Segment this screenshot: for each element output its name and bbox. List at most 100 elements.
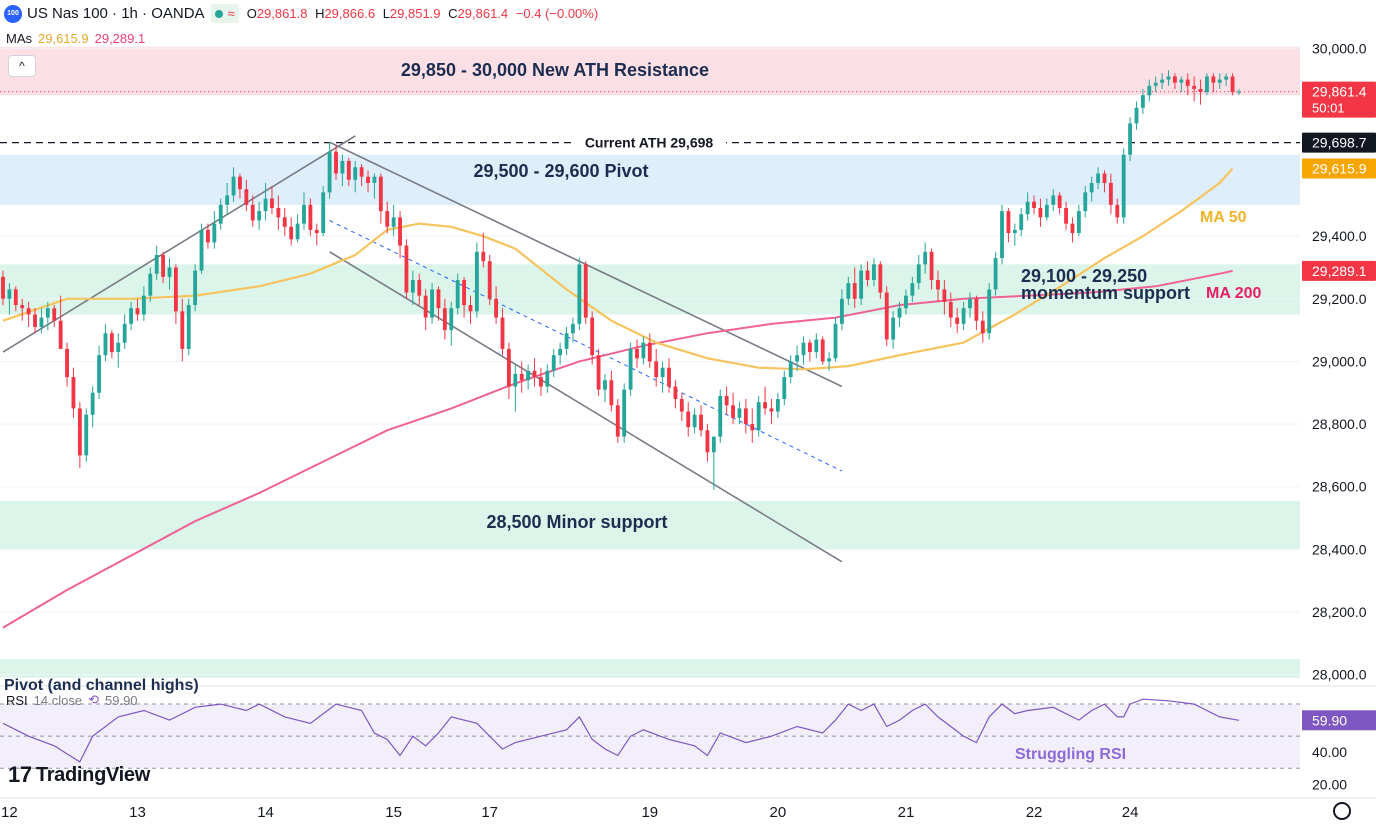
candle-body [148,273,153,296]
rsi-legend[interactable]: RSI 14 close ⟲ 59.90 [6,692,138,708]
rsi-tick-label: 40.00 [1312,744,1347,760]
price-label-3: 29,289.1 [1312,263,1367,279]
candle-body [539,377,543,387]
candle-body [1108,182,1113,205]
candle-body [718,395,723,437]
candle-body [417,280,422,296]
candle-body [872,264,876,281]
candle-body [129,308,133,324]
candle-body [961,308,966,324]
candle-body [846,283,851,299]
candle-body [801,342,806,356]
candle-body [462,280,467,306]
rsi-tick-label: 20.00 [1312,776,1347,792]
candle-body [948,301,953,318]
candle-body [859,270,864,299]
candle-body [334,151,338,174]
gear-icon[interactable] [1333,802,1351,820]
x-tick-label: 21 [898,804,915,821]
candle-body [430,289,434,318]
trendline-0 [2,135,356,353]
candle-body [756,402,761,431]
candle-body [103,333,108,356]
candle-body [359,167,364,177]
candle-body [161,254,166,277]
candle-body [366,176,370,183]
candle-body [1038,207,1043,218]
candle-body [1089,182,1094,193]
ma200-label: MA 200 [1206,285,1262,302]
close-value: 29,861.4 [457,6,509,21]
candle-body [820,339,825,362]
candle-body [692,414,697,428]
ma-legend[interactable]: MAs 29,615.9 29,289.1 [6,31,145,46]
candle-body [750,424,755,431]
candle-body [603,380,607,390]
symbol-header: 100 US Nas 100 · 1h · OANDA ≈ O29,861.8 … [4,4,602,23]
candle-body [1044,204,1049,218]
zone-label-pivot-channel: Pivot (and channel highs) [4,677,199,694]
candle-body [993,258,998,290]
open-value: 29,861.8 [256,6,308,21]
candle-body [1,276,5,299]
candle-body [45,308,50,318]
candle-body [583,264,588,318]
candle-body [724,395,729,406]
candle-body [225,195,230,205]
zone-label-1: 29,500 - 29,600 Pivot [473,161,648,181]
candle-body [942,289,947,302]
axes: 30,000.0 29,400.0 29,200.0 29,000.0 28,800.0… [0,40,1376,821]
rsi-line [2,698,1240,763]
candle-body [141,295,146,315]
candle-body [250,204,255,221]
candle-body [180,311,185,349]
candle-body [699,414,703,431]
candle-body [731,405,735,418]
candle-body [308,204,313,230]
candle-body [615,405,620,437]
candle-body [635,348,639,359]
candle-body [519,373,524,381]
candle-body [1192,85,1197,89]
candle-body [109,333,114,353]
candle-body [199,229,204,271]
candle-body [673,386,678,400]
candle-body [71,377,76,409]
candle-body [122,323,127,343]
candle-body [487,261,492,299]
candle-body [1173,76,1177,83]
ma50-legend-value: 29,615.9 [38,31,89,46]
ma50-label: MA 50 [1200,209,1247,226]
collapse-legend-button[interactable]: ^ [8,55,36,77]
candle-body [1115,204,1120,218]
symbol-title[interactable]: US Nas 100 · 1h · OANDA [27,5,205,22]
candle-body [65,348,69,378]
candle-body [513,373,518,387]
candle-body [1217,79,1222,83]
candle-body [231,176,236,196]
symbol-logo-icon[interactable]: 100 [4,4,22,23]
tradingview-logo[interactable]: 17 TradingView [8,762,150,788]
candle-body [667,367,671,387]
candle-body [647,342,652,362]
candle-body [391,217,396,227]
zone-1 [0,154,1300,205]
candle-body [218,204,223,224]
candle-body [878,264,883,293]
candle-body [84,414,89,456]
candle-body [295,223,300,240]
candle-body [827,358,832,362]
candle-body [282,217,287,227]
candle-body [1153,82,1158,86]
status-dots[interactable]: ≈ [210,4,239,23]
candle-body [500,317,505,349]
candle-body [404,245,409,293]
candle-body [1147,85,1152,96]
candle-body [775,399,780,412]
candle-body [1160,79,1165,83]
candle-body [660,367,665,378]
candle-body [13,289,18,306]
candle-body [564,333,569,349]
candle-body [455,280,460,309]
